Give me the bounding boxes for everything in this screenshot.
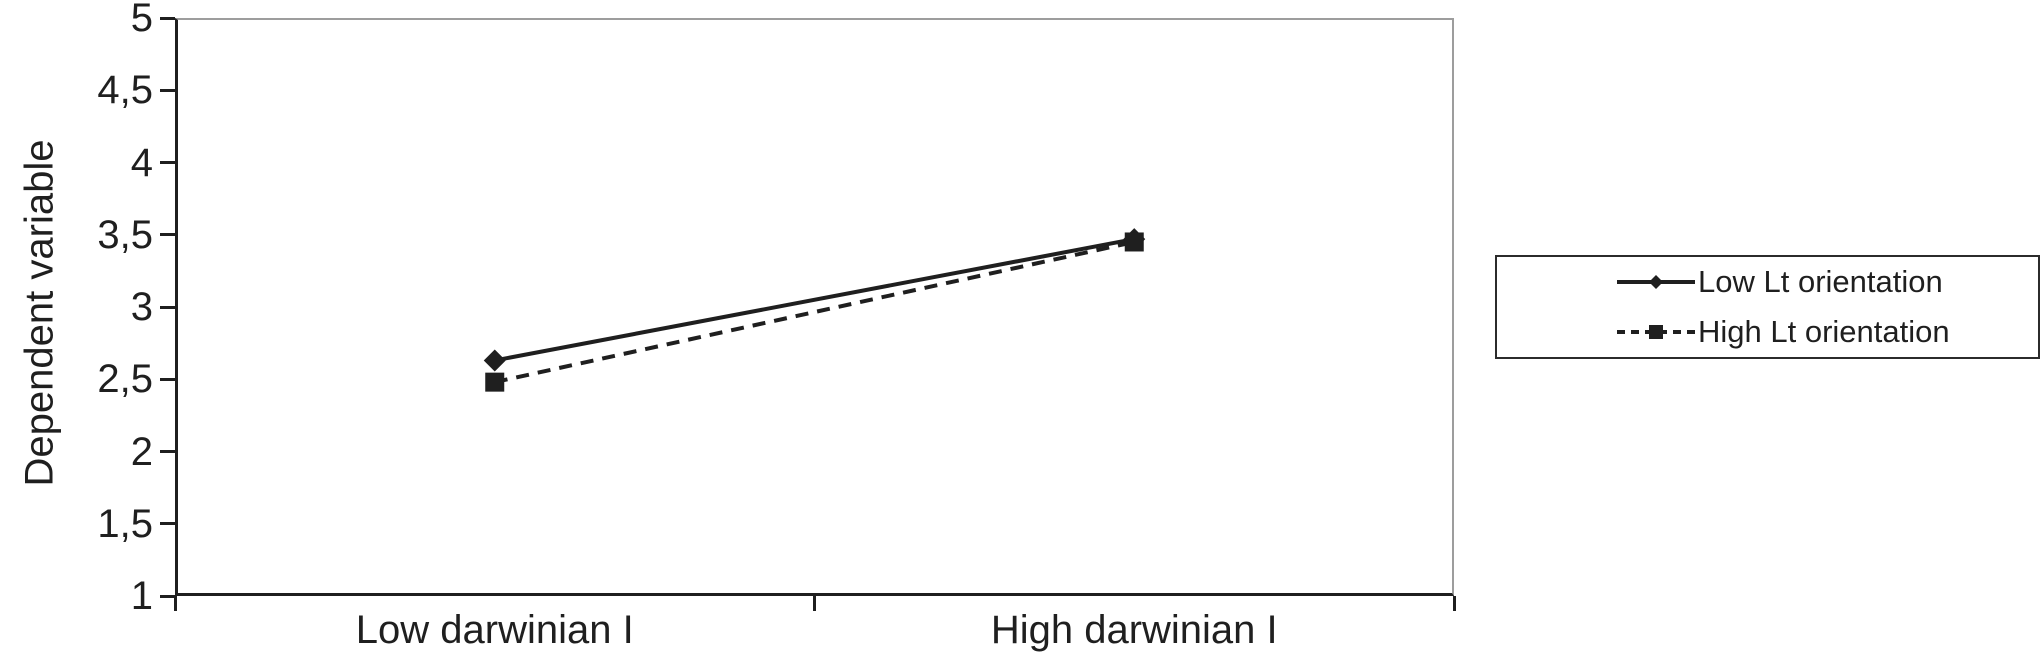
series-line-solid xyxy=(494,237,1135,363)
y-tick-label: 4,5 xyxy=(97,68,153,113)
solid-diamond-line-sample xyxy=(1617,275,1695,290)
y-tick-label: 5 xyxy=(130,0,153,40)
y-tick-label: 4 xyxy=(130,140,153,185)
y-tick-mark xyxy=(160,233,175,237)
y-tick-mark xyxy=(160,305,175,309)
y-tick-mark xyxy=(160,161,175,164)
y-tick-label: 2,5 xyxy=(97,357,153,402)
diamond-marker xyxy=(1649,275,1663,290)
square-marker xyxy=(1124,232,1144,252)
y-tick-label: 3,5 xyxy=(97,212,153,257)
y-tick-mark xyxy=(160,88,175,92)
diamond-marker xyxy=(483,349,506,372)
square-marker xyxy=(1649,324,1663,339)
square-marker xyxy=(485,372,505,392)
x-category-label: High darwinian I xyxy=(990,608,1278,652)
y-tick-mark xyxy=(160,450,175,453)
x-category-label: Low darwinian I xyxy=(355,608,634,652)
x-tick-mark xyxy=(1452,596,1456,611)
y-tick-mark xyxy=(160,16,175,20)
legend: Low Lt orientation High Lt orientation xyxy=(1495,255,2040,359)
legend-item: Low Lt orientation xyxy=(1617,258,2038,306)
y-tick-label: 1 xyxy=(130,574,153,618)
series-line-dashed xyxy=(494,240,1135,385)
x-tick-mark xyxy=(813,596,816,611)
x-tick-mark xyxy=(173,596,177,611)
y-tick-mark xyxy=(160,594,175,598)
dashed-square-line-sample xyxy=(1617,324,1695,339)
plot-area xyxy=(175,18,1454,596)
legend-label: High Lt orientation xyxy=(1698,313,1950,349)
y-tick-label: 3 xyxy=(130,285,153,329)
y-tick-mark xyxy=(160,522,175,526)
y-tick-label: 2 xyxy=(130,429,153,474)
data-series-layer xyxy=(483,228,1146,392)
legend-item: High Lt orientation xyxy=(1617,308,2038,356)
y-tick-mark xyxy=(160,377,175,381)
y-tick-label: 1,5 xyxy=(97,501,153,546)
legend-label: Low Lt orientation xyxy=(1698,264,1943,300)
